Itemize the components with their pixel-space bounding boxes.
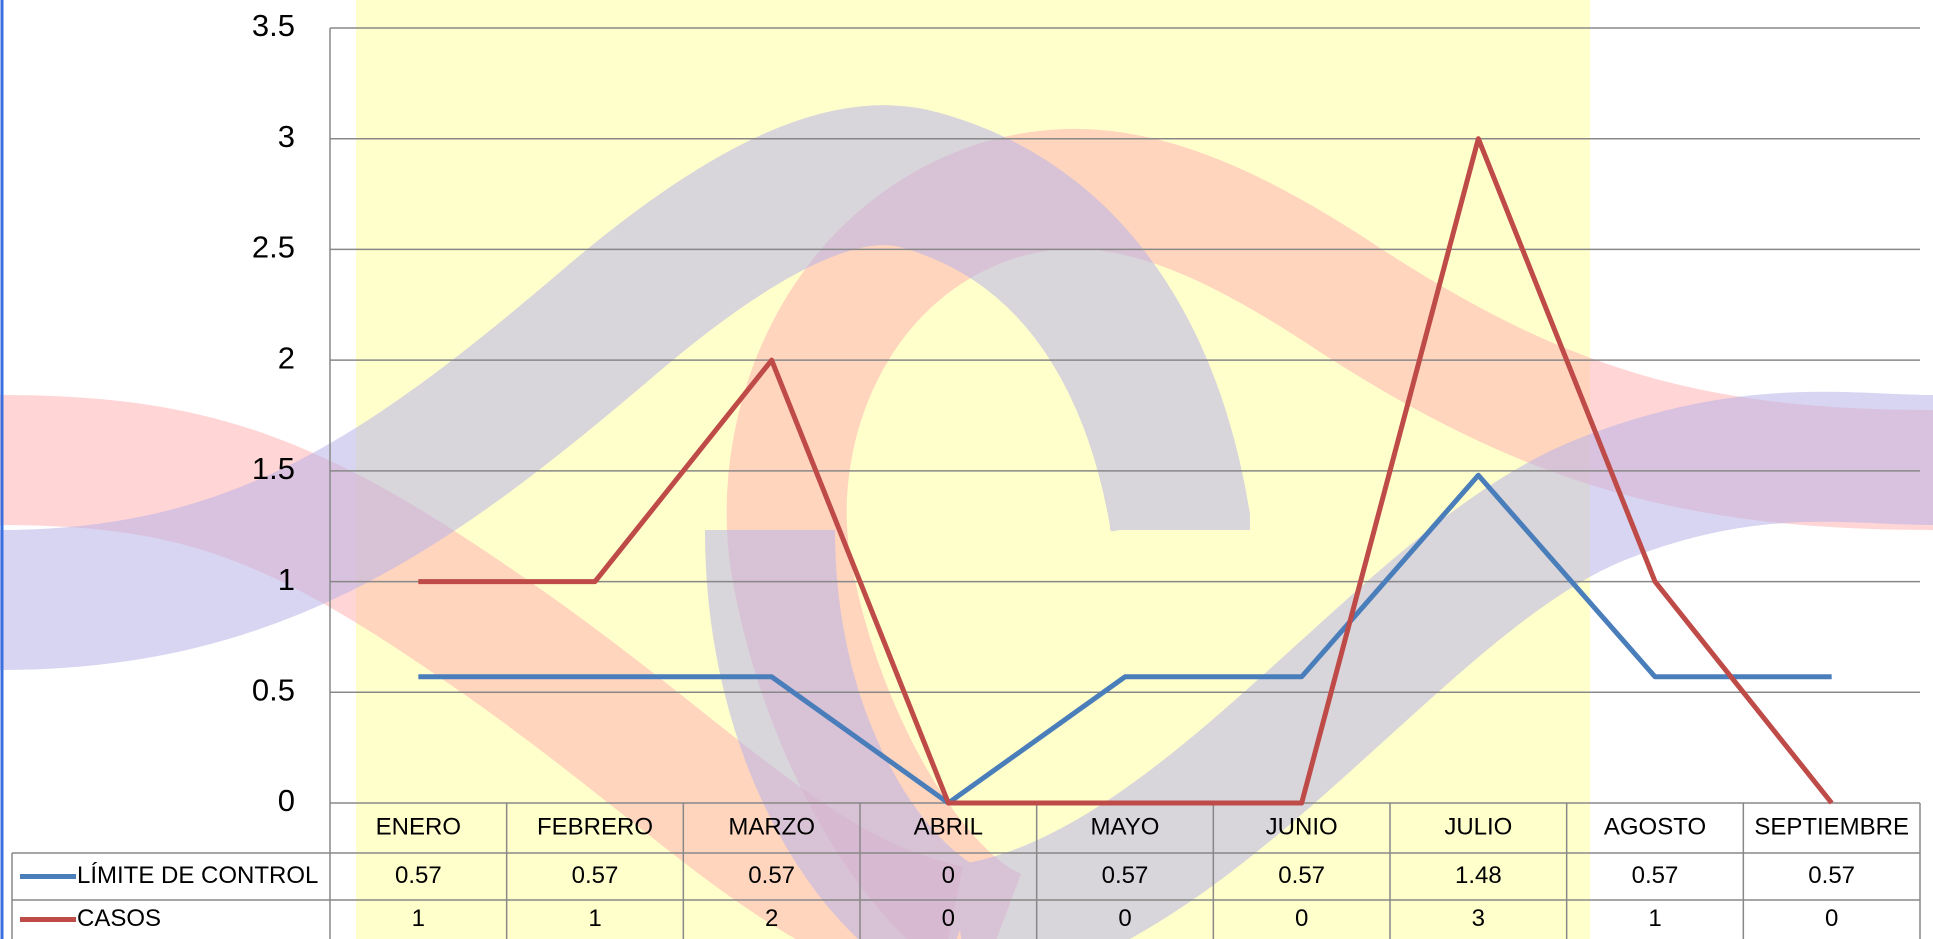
x-tick-label: FEBRERO <box>537 813 653 840</box>
y-tick-label: 3.5 <box>252 8 295 43</box>
page: 0 0.5 1 1.5 2 2.5 3 3.5 ENERO FEBRERO MARZO ABRIL M… <box>0 0 1933 939</box>
chart: 0 0.5 1 1.5 2 2.5 3 3.5 ENERO FEBRERO MARZO ABRIL M… <box>0 0 1933 939</box>
legend-label: CASOS <box>77 905 161 932</box>
table-value: 0 <box>1825 905 1838 932</box>
y-tick-label: 3 <box>278 119 295 154</box>
table-value: 1 <box>412 905 425 932</box>
y-tick-label: 2.5 <box>252 230 295 265</box>
x-tick-label: JULIO <box>1444 813 1512 840</box>
y-tick-label: 0.5 <box>252 672 295 707</box>
y-tick-label: 0 <box>278 783 295 818</box>
table-value: 0 <box>1295 905 1308 932</box>
x-tick-label: ENERO <box>376 813 461 840</box>
y-tick-label: 2 <box>278 340 295 375</box>
table-value: 0 <box>942 905 955 932</box>
table-value: 2 <box>765 905 778 932</box>
x-tick-label: MAYO <box>1091 813 1160 840</box>
legend-label: LÍMITE DE CONTROL <box>77 862 318 889</box>
x-tick-label: ABRIL <box>914 813 983 840</box>
table-value: 0 <box>1118 905 1131 932</box>
x-tick-label: AGOSTO <box>1604 813 1706 840</box>
x-tick-label: SEPTIEMBRE <box>1754 813 1909 840</box>
table-value: 1 <box>588 905 601 932</box>
table-value: 1 <box>1648 905 1661 932</box>
table-value: 0.57 <box>572 862 619 889</box>
x-tick-label: JUNIO <box>1266 813 1338 840</box>
table-value: 0.57 <box>748 862 795 889</box>
table-value: 0.57 <box>395 862 442 889</box>
table-value: 0.57 <box>1632 862 1679 889</box>
table-value: 0 <box>942 862 955 889</box>
table-value: 0.57 <box>1278 862 1325 889</box>
table-value: 0.57 <box>1808 862 1855 889</box>
table-value: 0.57 <box>1102 862 1149 889</box>
y-tick-label: 1 <box>278 562 295 597</box>
table-value: 3 <box>1472 905 1485 932</box>
y-tick-label: 1.5 <box>252 451 295 486</box>
x-tick-label: MARZO <box>728 813 815 840</box>
table-value: 1.48 <box>1455 862 1502 889</box>
